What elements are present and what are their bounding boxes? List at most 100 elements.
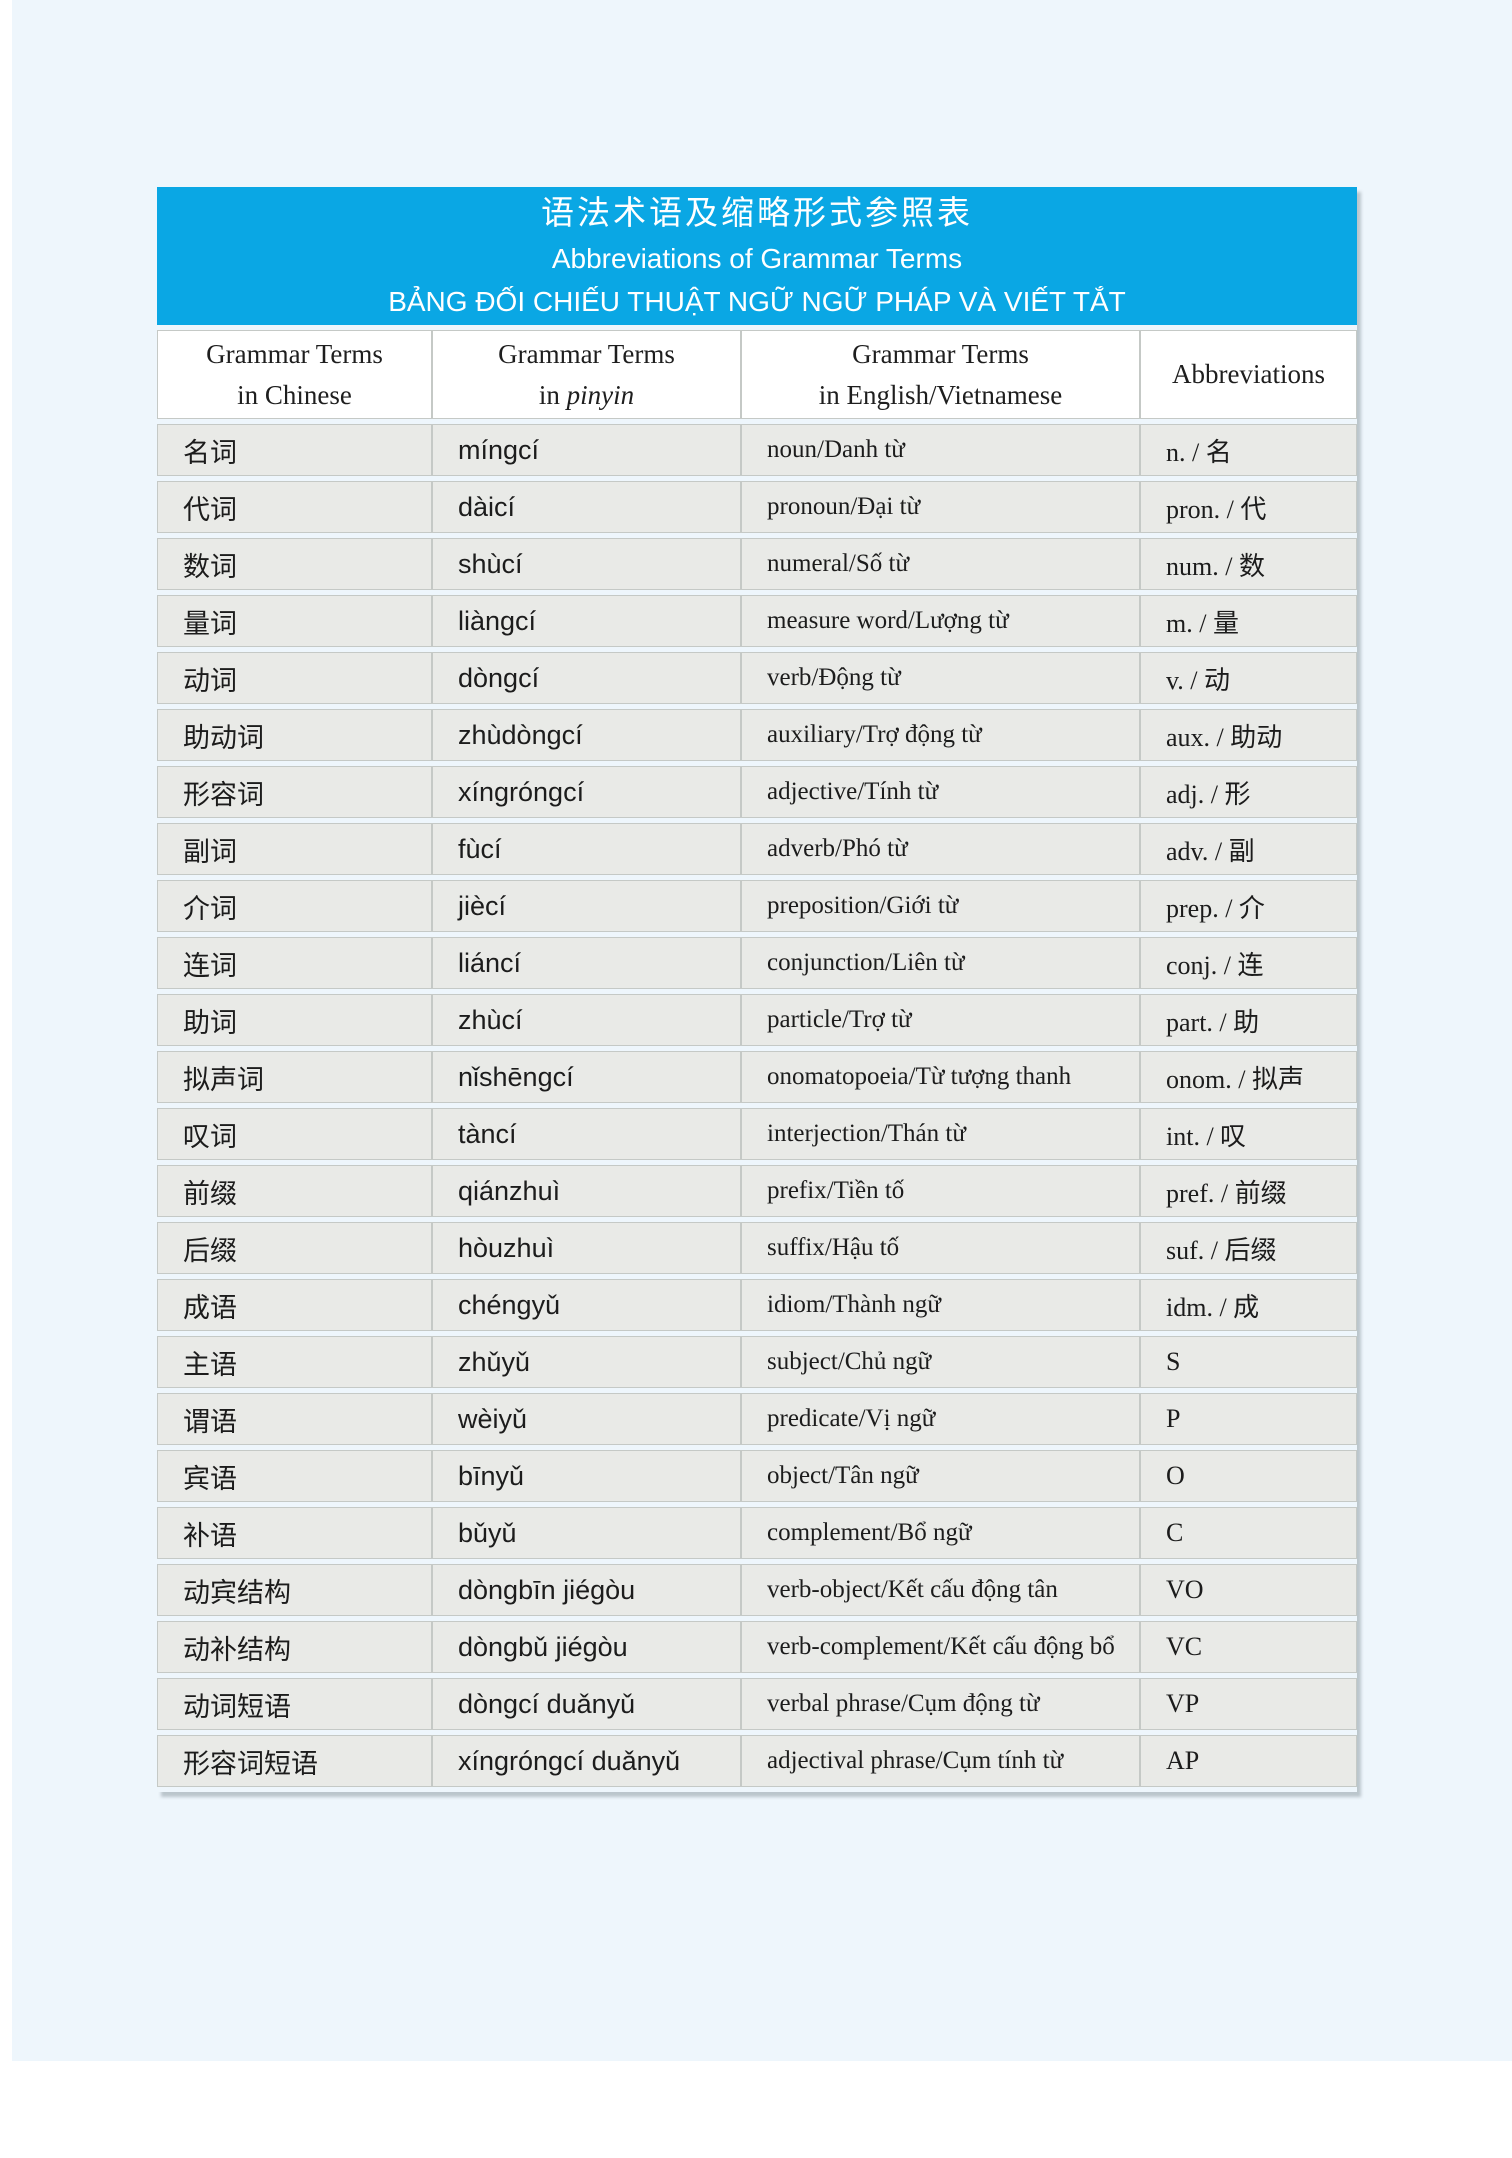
table-row: 谓语 wèiyǔ predicate/Vị ngữ P: [157, 1393, 1357, 1445]
cell-english-vietnamese: measure word/Lượng từ: [741, 595, 1140, 647]
cell-pinyin: wèiyǔ: [432, 1393, 741, 1445]
cell-chinese: 连词: [157, 937, 432, 989]
column-header-chinese: Grammar Terms in Chinese: [157, 330, 432, 419]
cell-english-vietnamese: auxiliary/Trợ động từ: [741, 709, 1140, 761]
cell-chinese: 形容词: [157, 766, 432, 818]
table-row: 量词 liàngcí measure word/Lượng từ m. / 量: [157, 595, 1357, 647]
cell-pinyin: zhùdòngcí: [432, 709, 741, 761]
cell-english-vietnamese: predicate/Vị ngữ: [741, 1393, 1140, 1445]
cell-abbreviation: int. / 叹: [1140, 1108, 1357, 1160]
cell-abbreviation: P: [1140, 1393, 1357, 1445]
cell-english-vietnamese: adjective/Tính từ: [741, 766, 1140, 818]
cell-pinyin: dàicí: [432, 481, 741, 533]
cell-chinese: 数词: [157, 538, 432, 590]
table-row: 连词 liáncí conjunction/Liên từ conj. / 连: [157, 937, 1357, 989]
cell-chinese: 助词: [157, 994, 432, 1046]
cell-chinese: 补语: [157, 1507, 432, 1559]
cell-english-vietnamese: onomatopoeia/Từ tượng thanh: [741, 1051, 1140, 1103]
cell-abbreviation: AP: [1140, 1735, 1357, 1787]
cell-chinese: 主语: [157, 1336, 432, 1388]
cell-pinyin: fùcí: [432, 823, 741, 875]
cell-abbreviation: conj. / 连: [1140, 937, 1357, 989]
cell-english-vietnamese: prefix/Tiền tố: [741, 1165, 1140, 1217]
cell-pinyin: bīnyǔ: [432, 1450, 741, 1502]
cell-english-vietnamese: interjection/Thán từ: [741, 1108, 1140, 1160]
cell-chinese: 动词短语: [157, 1678, 432, 1730]
header-line2: in: [538, 379, 567, 410]
cell-abbreviation: part. / 助: [1140, 994, 1357, 1046]
table-row: 动词短语 dòngcí duǎnyǔ verbal phrase/Cụm động …: [157, 1678, 1357, 1730]
table-row: 名词 míngcí noun/Danh từ n. / 名: [157, 424, 1357, 476]
cell-pinyin: shùcí: [432, 538, 741, 590]
cell-abbreviation: idm. / 成: [1140, 1279, 1357, 1331]
cell-pinyin: xíngróngcí: [432, 766, 741, 818]
cell-pinyin: dòngbǔ jiégòu: [432, 1621, 741, 1673]
cell-english-vietnamese: verb-complement/Kết cấu động bổ: [741, 1621, 1140, 1673]
table-row: 动宾结构 dòngbīn jiégòu verb-object/Kết cấu độ…: [157, 1564, 1357, 1616]
cell-chinese: 动补结构: [157, 1621, 432, 1673]
title-vietnamese: BẢNG ĐỐI CHIẾU THUẬT NGỮ NGỮ PHÁP VÀ VIẾ…: [388, 286, 1126, 317]
header-line1: Grammar Terms: [852, 339, 1029, 369]
table-row: 副词 fùcí adverb/Phó từ adv. / 副: [157, 823, 1357, 875]
table-row: 前缀 qiánzhuì prefix/Tiền tố pref. / 前缀: [157, 1165, 1357, 1217]
cell-abbreviation: onom. / 拟声: [1140, 1051, 1357, 1103]
cell-pinyin: zhùcí: [432, 994, 741, 1046]
cell-english-vietnamese: suffix/Hậu tố: [741, 1222, 1140, 1274]
column-header-pinyin: Grammar Terms in pinyin: [432, 330, 741, 419]
table-row: 形容词 xíngróngcí adjective/Tính từ adj. / 形: [157, 766, 1357, 818]
cell-abbreviation: O: [1140, 1450, 1357, 1502]
cell-english-vietnamese: verb/Động từ: [741, 652, 1140, 704]
cell-abbreviation: v. / 动: [1140, 652, 1357, 704]
table-row: 动词 dòngcí verb/Động từ v. / 动: [157, 652, 1357, 704]
cell-pinyin: míngcí: [432, 424, 741, 476]
cell-abbreviation: aux. / 助动: [1140, 709, 1357, 761]
table-row: 后缀 hòuzhuì suffix/Hậu tố suf. / 后缀: [157, 1222, 1357, 1274]
cell-pinyin: bǔyǔ: [432, 1507, 741, 1559]
cell-chinese: 动宾结构: [157, 1564, 432, 1616]
cell-chinese: 谓语: [157, 1393, 432, 1445]
cell-pinyin: liàngcí: [432, 595, 741, 647]
cell-chinese: 拟声词: [157, 1051, 432, 1103]
cell-chinese: 形容词短语: [157, 1735, 432, 1787]
cell-abbreviation: n. / 名: [1140, 424, 1357, 476]
table-title-banner: 语法术语及缩略形式参照表 Abbreviations of Grammar Te…: [157, 187, 1357, 325]
cell-pinyin: dòngcí duǎnyǔ: [432, 1678, 741, 1730]
cell-abbreviation: C: [1140, 1507, 1357, 1559]
cell-chinese: 介词: [157, 880, 432, 932]
table-row: 代词 dàicí pronoun/Đại từ pron. / 代: [157, 481, 1357, 533]
cell-abbreviation: pref. / 前缀: [1140, 1165, 1357, 1217]
table-row: 形容词短语 xíngróngcí duǎnyǔ adjectival phrase/…: [157, 1735, 1357, 1787]
grammar-terms-table: Grammar Terms in Chinese Grammar Terms i…: [157, 325, 1357, 1792]
cell-chinese: 成语: [157, 1279, 432, 1331]
cell-english-vietnamese: complement/Bổ ngữ: [741, 1507, 1140, 1559]
cell-english-vietnamese: verbal phrase/Cụm động từ: [741, 1678, 1140, 1730]
cell-pinyin: hòuzhuì: [432, 1222, 741, 1274]
table-row: 补语 bǔyǔ complement/Bổ ngữ C: [157, 1507, 1357, 1559]
cell-english-vietnamese: adverb/Phó từ: [741, 823, 1140, 875]
cell-chinese: 动词: [157, 652, 432, 704]
table-row: 主语 zhǔyǔ subject/Chủ ngữ S: [157, 1336, 1357, 1388]
table-row: 助词 zhùcí particle/Trợ từ part. / 助: [157, 994, 1357, 1046]
cell-english-vietnamese: pronoun/Đại từ: [741, 481, 1140, 533]
header-line1: Grammar Terms: [206, 339, 383, 369]
title-chinese: 语法术语及缩略形式参照表: [541, 196, 973, 232]
cell-abbreviation: S: [1140, 1336, 1357, 1388]
table-row: 动补结构 dòngbǔ jiégòu verb-complement/Kết cấu…: [157, 1621, 1357, 1673]
cell-abbreviation: VP: [1140, 1678, 1357, 1730]
table-row: 成语 chéngyǔ idiom/Thành ngữ idm. / 成: [157, 1279, 1357, 1331]
table-body: 名词 míngcí noun/Danh từ n. / 名代词 dàicí pronoun…: [157, 424, 1357, 1787]
grammar-terms-table-card: 语法术语及缩略形式参照表 Abbreviations of Grammar Te…: [157, 187, 1357, 1792]
cell-pinyin: tàncí: [432, 1108, 741, 1160]
cell-abbreviation: VC: [1140, 1621, 1357, 1673]
cell-pinyin: jiècí: [432, 880, 741, 932]
cell-pinyin: chéngyǔ: [432, 1279, 741, 1331]
cell-english-vietnamese: conjunction/Liên từ: [741, 937, 1140, 989]
table-row: 叹词 tàncí interjection/Thán từ int. / 叹: [157, 1108, 1357, 1160]
header-line2: in Chinese: [237, 379, 352, 410]
cell-english-vietnamese: numeral/Số từ: [741, 538, 1140, 590]
cell-abbreviation: prep. / 介: [1140, 880, 1357, 932]
table-row: 数词 shùcí numeral/Số từ num. / 数: [157, 538, 1357, 590]
cell-abbreviation: m. / 量: [1140, 595, 1357, 647]
cell-chinese: 后缀: [157, 1222, 432, 1274]
cell-chinese: 名词: [157, 424, 432, 476]
